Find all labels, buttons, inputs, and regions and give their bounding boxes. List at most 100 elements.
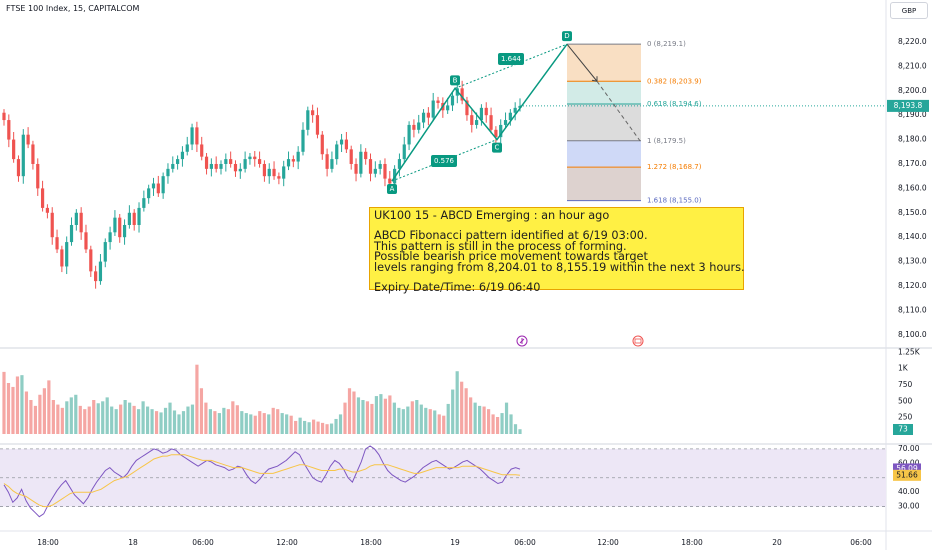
volume-bar — [303, 420, 307, 434]
volume-bar — [464, 388, 468, 434]
candle — [103, 242, 107, 262]
volume-bar — [509, 414, 513, 434]
candle — [421, 112, 426, 123]
candle — [306, 110, 310, 130]
volume-bar — [20, 375, 24, 434]
volume-bar — [101, 401, 105, 434]
volume-bar — [451, 389, 455, 434]
note-line: ABCD Fibonacci pattern identified at 6/1… — [374, 229, 648, 243]
volume-bar — [15, 376, 20, 434]
volume-bar — [159, 412, 163, 434]
candle — [470, 115, 474, 125]
candle — [31, 144, 35, 164]
volume-bar — [69, 397, 73, 434]
fib-zone — [567, 140, 641, 168]
volume-bar — [365, 401, 370, 434]
candle — [499, 124, 503, 138]
candle — [132, 212, 136, 225]
volume-tick-label: 1.25K — [898, 347, 921, 356]
flag-icon — [634, 338, 642, 344]
pattern-point-label: A — [390, 185, 395, 193]
candle — [200, 144, 204, 157]
price-tick-label: 8,150.0 — [898, 208, 927, 217]
price-tick-label: 8,190.0 — [898, 110, 927, 119]
currency-button[interactable]: GBP — [890, 2, 928, 19]
price-tick-label: 8,120.0 — [898, 281, 927, 290]
candle — [127, 212, 131, 225]
volume-bar — [168, 402, 172, 434]
price-tick-label: 8,200.0 — [898, 86, 927, 95]
volume-bar — [446, 403, 450, 434]
event-icon — [516, 335, 528, 347]
candle — [359, 151, 363, 174]
volume-bar — [11, 386, 15, 434]
volume-tick-label: 500 — [898, 396, 913, 405]
fib-level-label: 0 (8,219.1) — [647, 40, 686, 48]
candle — [412, 124, 416, 130]
candle — [74, 212, 78, 225]
volume-bar — [195, 364, 199, 434]
candle — [248, 156, 252, 160]
volume-bar — [455, 371, 459, 434]
volume-bar — [244, 413, 248, 434]
fib-level-label: 1 (8,179.5) — [647, 137, 686, 145]
candle — [354, 163, 358, 174]
candle — [508, 112, 512, 121]
fib-level-label: 0.618 (8,194.6) — [647, 100, 702, 108]
volume-bar — [258, 411, 262, 434]
volume-bar — [87, 406, 91, 434]
volume-bar — [271, 407, 275, 434]
candle — [513, 107, 517, 113]
pattern-point-badge — [450, 75, 460, 86]
volume-bar — [213, 411, 217, 434]
rsi-tick-label: 60.00 — [898, 458, 920, 467]
candle — [320, 134, 324, 155]
volume-bar — [145, 406, 150, 434]
candle — [171, 163, 175, 169]
price-tick-label: 8,180.0 — [898, 135, 927, 144]
candle — [21, 134, 25, 177]
candle — [122, 224, 127, 238]
abcd-pattern-line — [391, 43, 568, 182]
candle — [209, 163, 213, 169]
volume-tick-label: 750 — [898, 380, 913, 389]
candle — [98, 261, 103, 282]
candle — [26, 134, 30, 145]
candle — [65, 242, 69, 267]
candle — [286, 159, 291, 167]
price-tick-label: 8,160.0 — [898, 183, 927, 192]
time-tick-label: 06:00 — [192, 538, 214, 547]
volume-bar — [473, 402, 477, 434]
note-line: levels ranging from 8,204.01 to 8,155.19… — [374, 260, 745, 274]
volume-bar — [56, 404, 60, 434]
rsi-line — [3, 445, 521, 518]
candle — [460, 88, 464, 101]
candle — [383, 163, 387, 179]
candle — [238, 168, 242, 172]
volume-bar — [262, 413, 266, 434]
volume-tick-label: 1K — [898, 364, 909, 373]
time-tick-label: 20 — [772, 538, 782, 547]
volume-bar — [486, 409, 491, 434]
volume-bar — [96, 403, 100, 434]
volume-bar — [495, 417, 500, 434]
volume-bar — [150, 409, 154, 434]
rsi-ma-line — [3, 454, 521, 508]
volume-bar — [208, 409, 212, 434]
volume-bar — [240, 411, 244, 434]
volume-bar — [392, 402, 396, 434]
volume-bar — [141, 401, 145, 434]
candle — [161, 176, 165, 194]
volume-bar — [217, 413, 221, 434]
candle — [315, 115, 320, 135]
time-tick-label: 12:00 — [597, 538, 619, 547]
pattern-note: UK100 15 - ABCD Emerging : an hour ago A… — [369, 207, 745, 293]
candle — [108, 232, 112, 243]
volume-tick-label: 250 — [898, 413, 913, 422]
candle — [36, 163, 40, 189]
fib-zone — [567, 103, 641, 141]
candle — [45, 207, 50, 213]
fib-level-label: 0.382 (8,203.9) — [647, 77, 702, 85]
